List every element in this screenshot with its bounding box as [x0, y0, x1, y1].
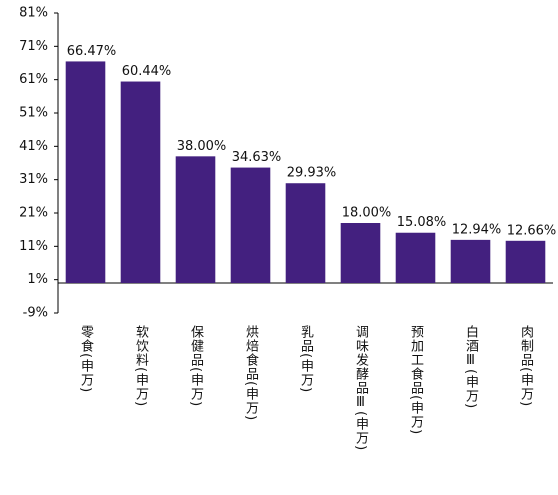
y-tick-label: 1%	[27, 272, 48, 287]
data-label: 18.00%	[342, 206, 392, 221]
y-tick-label: 51%	[19, 106, 48, 121]
y-tick-label: 21%	[19, 206, 48, 221]
x-tick-label: 软饮料(申万)	[133, 325, 149, 407]
x-tick-label: 调味发酵品Ⅲ(申万)	[353, 325, 369, 451]
y-tick-label: 61%	[19, 72, 48, 87]
bar	[65, 61, 106, 283]
data-label: 66.47%	[67, 44, 117, 59]
bar	[450, 239, 491, 283]
y-tick-label: 71%	[19, 39, 48, 54]
x-tick-label: 保健品(申万)	[188, 325, 204, 407]
bar	[175, 156, 216, 283]
data-label: 60.44%	[122, 64, 172, 79]
x-tick-label: 零食(申万)	[78, 325, 94, 393]
data-label: 29.93%	[287, 166, 337, 181]
bar	[120, 81, 161, 284]
data-label: 34.63%	[232, 150, 282, 165]
x-tick-label: 烘焙食品(申万)	[243, 325, 259, 421]
bar	[395, 232, 436, 283]
x-tick-label: 肉制品(申万)	[518, 325, 534, 407]
bar	[230, 167, 271, 283]
y-tick-label: 81%	[19, 6, 48, 21]
y-tick-label: 31%	[19, 172, 48, 187]
bar	[285, 183, 326, 283]
bar	[340, 223, 381, 283]
data-label: 12.94%	[452, 222, 502, 237]
data-label: 12.66%	[507, 223, 557, 238]
y-tick-label: 11%	[19, 239, 48, 254]
data-label: 38.00%	[177, 139, 227, 154]
bar	[505, 240, 546, 283]
x-tick-label: 预加工食品(申万)	[408, 325, 424, 435]
x-tick-label: 白酒Ⅲ(申万)	[463, 324, 479, 409]
y-tick-label: 41%	[19, 139, 48, 154]
y-tick-label: -9%	[23, 306, 48, 321]
x-tick-label: 乳品(申万)	[298, 325, 314, 393]
data-label: 15.08%	[397, 215, 447, 230]
